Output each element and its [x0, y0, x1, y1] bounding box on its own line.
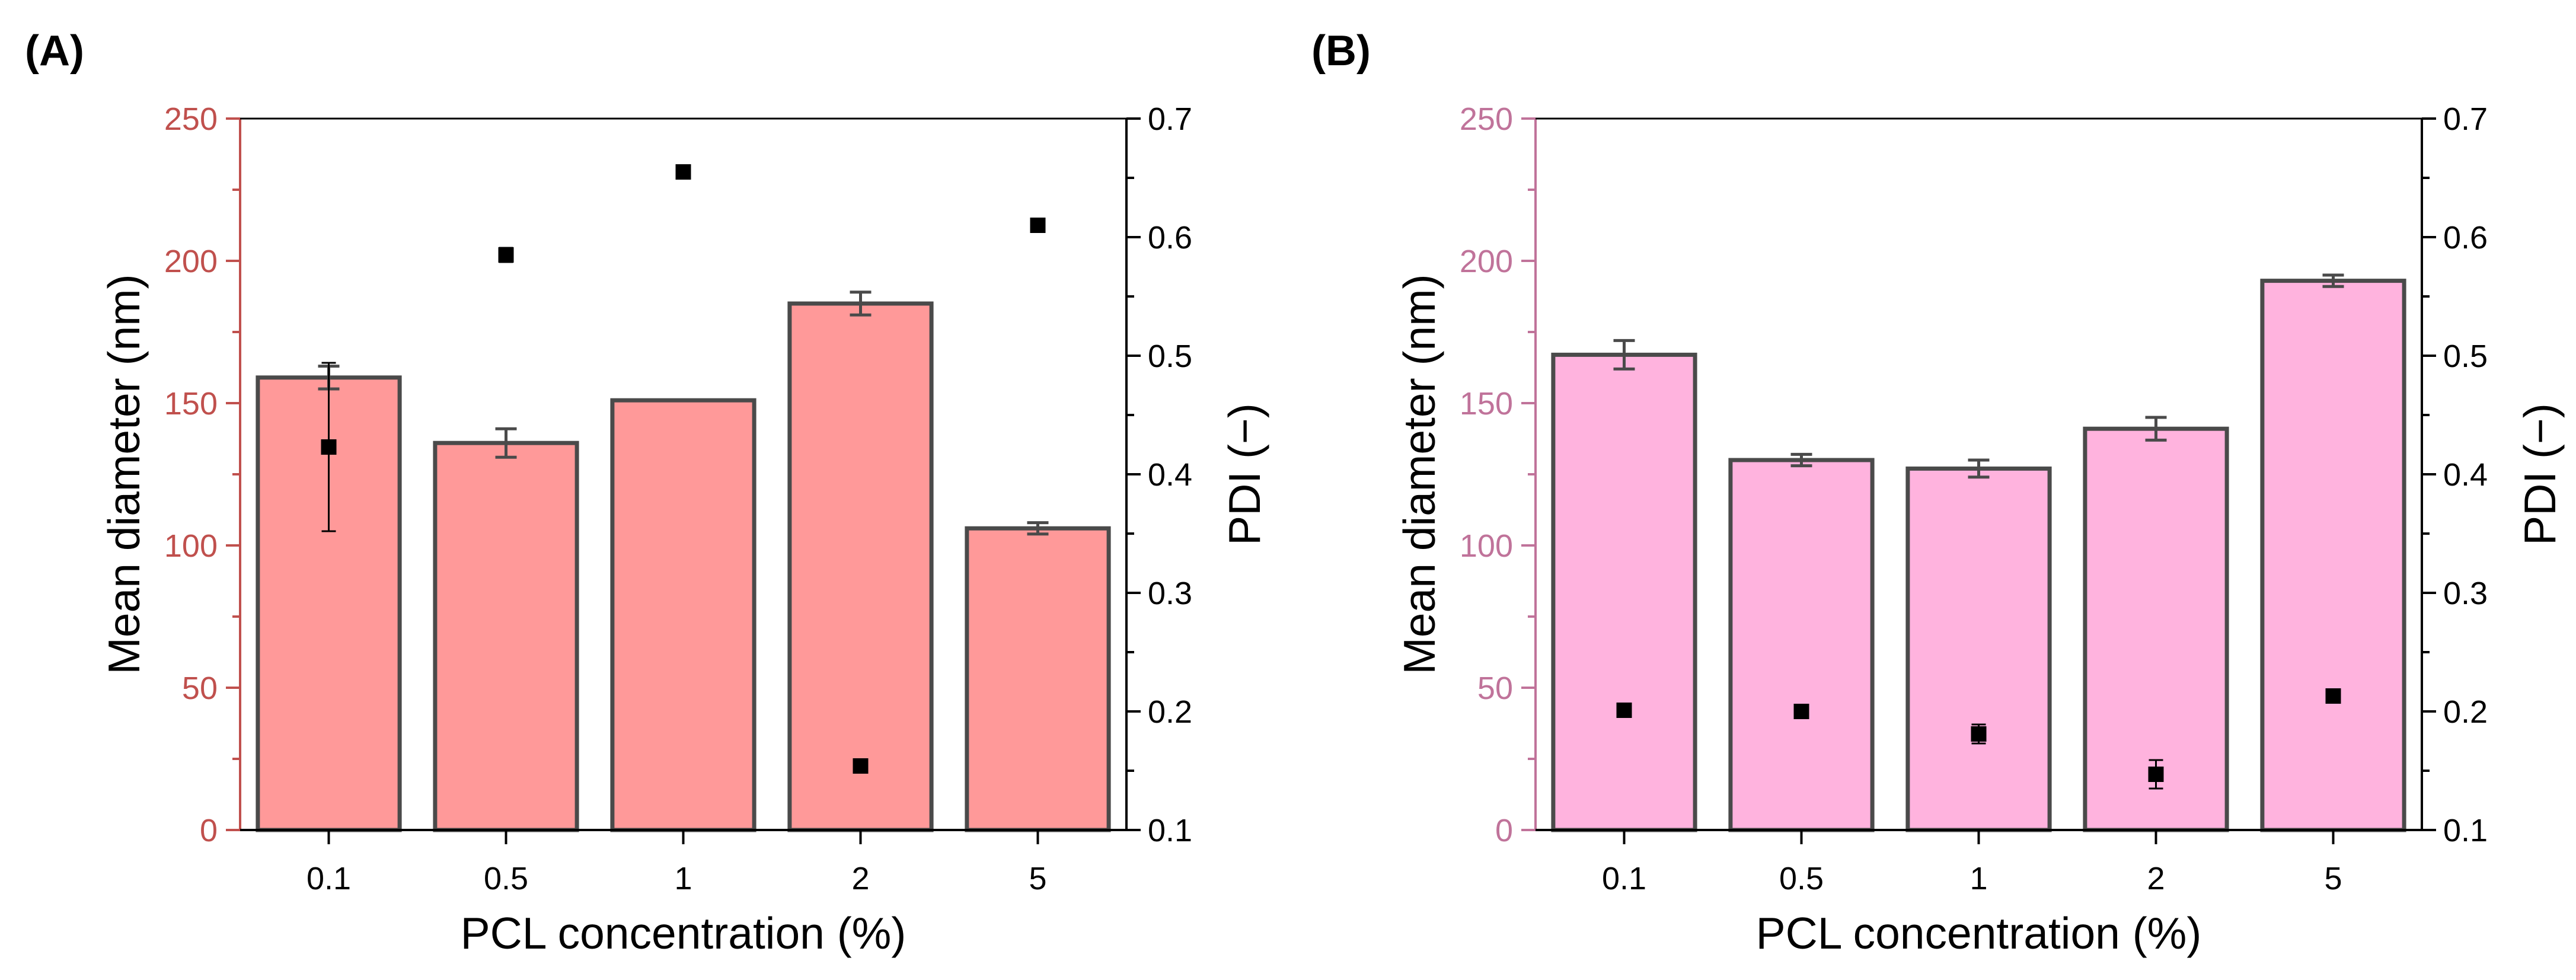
- y-axis-title: Mean diameter (nm): [99, 274, 149, 674]
- bar-0.1: [1551, 352, 1697, 832]
- pdi-point-0.1: [321, 439, 337, 455]
- right-tick-label: 0.3: [2443, 576, 2488, 611]
- x-tick-label: 0.1: [1602, 861, 1646, 896]
- bar-5: [965, 526, 1111, 832]
- right-tick-label: 0.4: [1148, 457, 1192, 493]
- left-tick-label: 200: [1460, 244, 1513, 279]
- right-tick-label: 0.1: [1148, 813, 1192, 848]
- bar-2: [787, 301, 934, 832]
- y2-axis-title: PDI (−): [2515, 403, 2565, 545]
- right-tick-label: 0.7: [2443, 101, 2488, 137]
- right-tick-label: 0.5: [2443, 339, 2488, 374]
- left-tick-label: 0: [1495, 813, 1513, 848]
- left-tick-label: 250: [1460, 101, 1513, 137]
- x-tick-label: 1: [1969, 861, 1987, 896]
- pdi-point-0.5: [498, 247, 514, 263]
- y2-axis-title: PDI (−): [1220, 403, 1269, 545]
- pdi-point-5: [1030, 218, 1046, 233]
- right-tick-label: 0.5: [1148, 339, 1192, 374]
- pdi-point-2: [2148, 767, 2164, 782]
- bar-0.5: [1728, 458, 1875, 832]
- bar-1: [1905, 466, 2052, 832]
- right-tick-label: 0.2: [1148, 694, 1192, 730]
- left-tick-label: 50: [1477, 671, 1513, 706]
- x-axis-title: PCL concentration (%): [461, 908, 906, 958]
- y-axis-title: Mean diameter (nm): [1394, 274, 1444, 674]
- right-tick-label: 0.2: [2443, 694, 2488, 730]
- pdi-point-2: [853, 758, 869, 774]
- right-tick-label: 0.1: [2443, 813, 2488, 848]
- x-tick-label: 5: [1029, 861, 1046, 896]
- bar-0.5: [433, 440, 579, 832]
- right-tick-label: 0.7: [1148, 101, 1192, 137]
- right-tick-label: 0.3: [1148, 576, 1192, 611]
- left-tick-label: 100: [1460, 528, 1513, 564]
- bar-1: [610, 398, 756, 832]
- left-tick-label: 250: [164, 101, 218, 137]
- right-tick-label: 0.6: [2443, 220, 2488, 256]
- x-tick-label: 5: [2324, 861, 2342, 896]
- x-axis-title: PCL concentration (%): [1756, 908, 2202, 958]
- pdi-point-0.1: [1616, 703, 1632, 718]
- x-tick-label: 2: [851, 861, 869, 896]
- left-tick-label: 100: [164, 528, 218, 564]
- left-tick-label: 50: [182, 671, 218, 706]
- right-tick-label: 0.6: [1148, 220, 1192, 256]
- panel-label: (B): [1311, 27, 1371, 75]
- chart-panel-2: (B) 0 50 100 150 200 250 0.1 0.2 0.3 0.4 0.5 0.6 0.7 0…: [1311, 27, 2565, 958]
- pdi-point-0.5: [1793, 704, 1809, 719]
- x-tick-label: 0.5: [484, 861, 528, 896]
- left-tick-label: 150: [164, 386, 218, 422]
- right-tick-label: 0.4: [2443, 457, 2488, 493]
- pdi-point-1: [1971, 726, 1987, 742]
- chart-panel-1: (A) 0 50 100 150 200 250 0.1 0.2 0.3 0.4 0.5 0.6 0.7 0…: [25, 27, 1269, 958]
- x-tick-label: 1: [674, 861, 692, 896]
- x-tick-label: 2: [2147, 861, 2165, 896]
- x-tick-label: 0.5: [1779, 861, 1824, 896]
- left-tick-label: 150: [1460, 386, 1513, 422]
- x-tick-label: 0.1: [307, 861, 351, 896]
- panel-label: (A): [25, 27, 84, 75]
- bar-5: [2260, 279, 2406, 832]
- pdi-point-1: [675, 164, 691, 180]
- left-tick-label: 0: [200, 813, 218, 848]
- left-tick-label: 200: [164, 244, 218, 279]
- pdi-point-5: [2325, 688, 2341, 704]
